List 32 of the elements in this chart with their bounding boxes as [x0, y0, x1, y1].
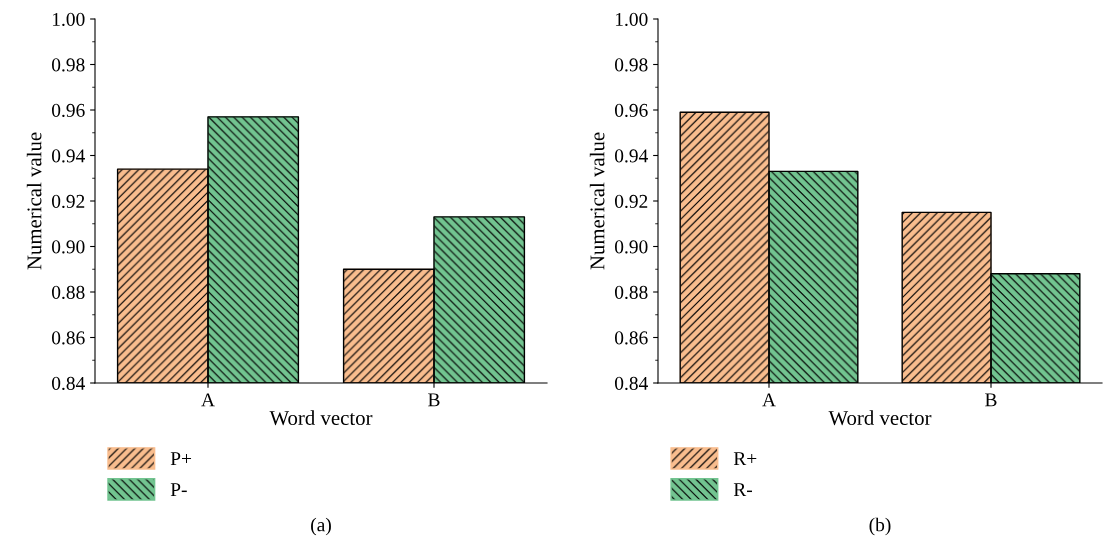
- x-axis-title: Word vector: [269, 410, 373, 426]
- y-tick-label: 0.96: [51, 103, 85, 118]
- x-tick-label: B: [428, 393, 440, 407]
- y-tick-label: 0.88: [51, 285, 85, 300]
- y-tick-label: 0.94: [614, 149, 648, 163]
- y-axis-title: Numerical value: [589, 132, 605, 270]
- legend-label: P+: [170, 452, 192, 465]
- y-tick-label: 0.88: [614, 285, 648, 300]
- y-tick-label: 0.98: [51, 58, 85, 72]
- y-tick-label: 0.84: [614, 376, 648, 391]
- text: (b): [869, 517, 891, 536]
- y-tick-label: 1.00: [615, 12, 648, 27]
- y-axis-title: Numerical value: [26, 132, 42, 270]
- y-tick-label: 0.92: [51, 194, 85, 209]
- x-tick-label: A: [201, 393, 215, 407]
- legend-label: R-: [733, 483, 753, 496]
- x-axis-title: Word vector: [828, 410, 932, 426]
- y-tick-label: 0.90: [51, 240, 85, 254]
- text: (a): [311, 517, 331, 536]
- y-tick-label: 0.86: [51, 331, 85, 345]
- y-tick-label: 1.00: [52, 12, 85, 27]
- legend-label: R+: [733, 452, 757, 465]
- y-tick-label: 0.98: [614, 58, 648, 72]
- y-tick-label: 0.84: [51, 376, 85, 391]
- y-tick-label: 0.86: [614, 331, 648, 345]
- y-tick-label: 0.90: [614, 240, 648, 254]
- y-tick-label: 0.92: [614, 194, 648, 209]
- y-tick-label: 0.96: [614, 103, 648, 118]
- x-tick-label: A: [762, 393, 776, 407]
- x-tick-label: B: [985, 393, 997, 407]
- y-tick-label: 0.94: [51, 149, 85, 163]
- legend-label: P-: [170, 483, 187, 496]
